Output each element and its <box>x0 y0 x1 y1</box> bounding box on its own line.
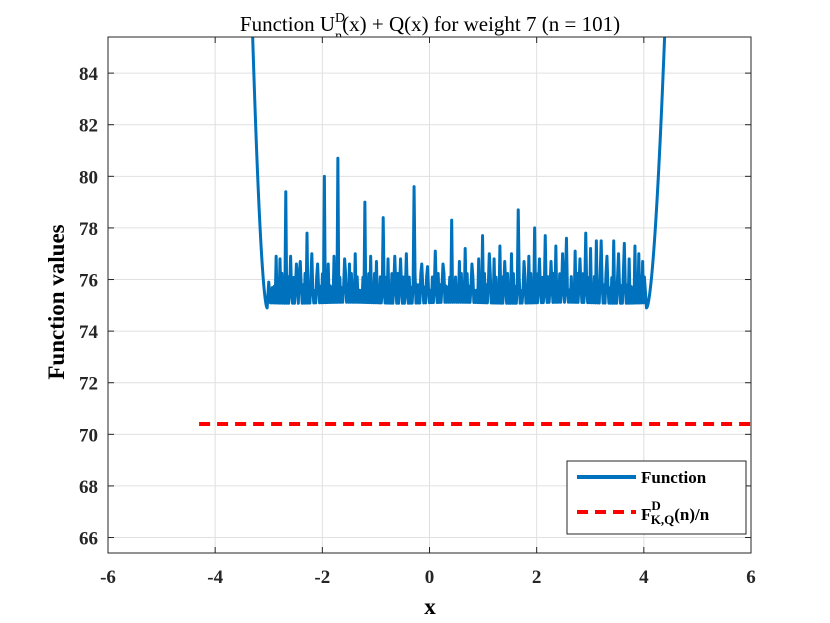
y-tick-label: 84 <box>79 64 99 85</box>
chart-title-suffix: (x) + Q(x) for weight 7 (n = 101) <box>342 12 620 36</box>
series-layer <box>199 37 751 426</box>
y-tick-label: 78 <box>79 219 98 240</box>
y-tick-label: 82 <box>79 116 98 137</box>
legend: Function FD K,Q(n)/n <box>566 460 747 535</box>
y-tick-label: 66 <box>79 529 98 550</box>
y-tick-label: 76 <box>79 271 98 292</box>
function-line <box>251 37 667 310</box>
chart-title-prefix: Function U <box>240 12 335 36</box>
x-tick-label: -2 <box>314 567 330 588</box>
series-clip-group <box>199 37 751 426</box>
x-axis-label: x <box>424 594 436 619</box>
x-tick-label: -4 <box>207 567 223 588</box>
legend-box <box>566 460 747 535</box>
chart-title: Function UD n(x) + Q(x) for weight 7 (n =… <box>240 11 620 44</box>
y-axis-label: Function values <box>44 224 69 379</box>
legend-bound-main: F <box>641 505 651 524</box>
y-tick-label: 70 <box>79 425 98 446</box>
y-tick-label: 74 <box>79 322 99 343</box>
x-tick-label: 6 <box>746 567 756 588</box>
x-tick-label: 2 <box>532 567 542 588</box>
legend-bound-label: FD K,Q(n)/n <box>641 498 710 527</box>
legend-bound-sup: D <box>651 498 660 513</box>
x-tick-label: -6 <box>100 567 116 588</box>
legend-bound-suffix: (n)/n <box>674 505 710 524</box>
y-tick-label: 72 <box>79 374 98 395</box>
chart-title-sup: D <box>335 11 345 26</box>
legend-function-label: Function <box>641 468 707 487</box>
x-tick-label: 4 <box>639 567 649 588</box>
y-tick-label: 68 <box>79 477 98 498</box>
y-tick-label: 80 <box>79 167 98 188</box>
legend-bound-sub: K,Q <box>651 512 674 527</box>
x-tick-label: 0 <box>425 567 435 588</box>
